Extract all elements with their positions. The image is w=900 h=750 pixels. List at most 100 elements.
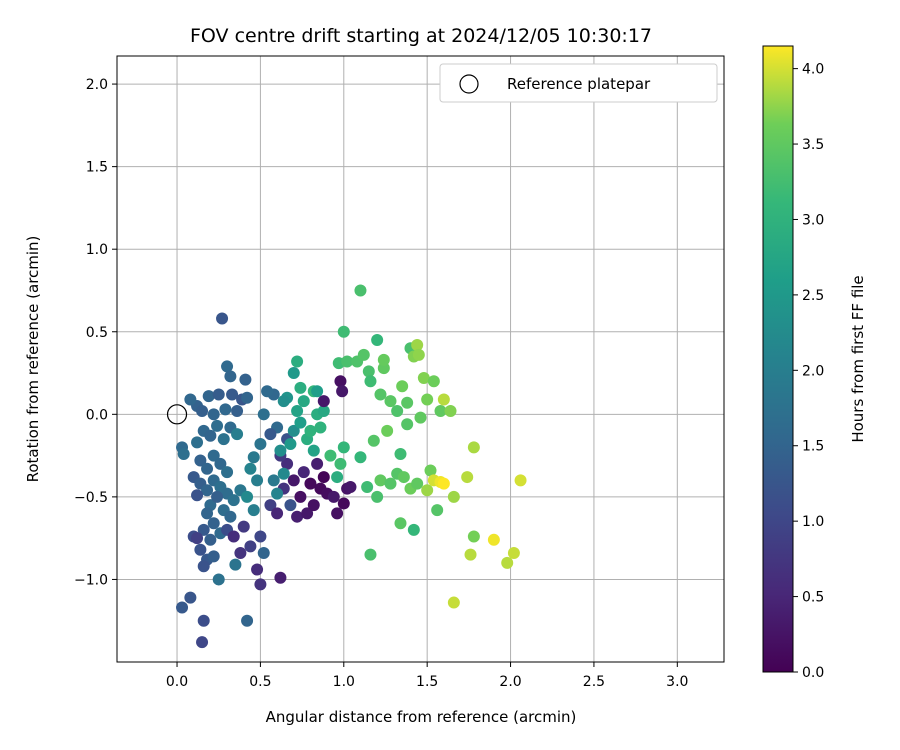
x-axis-label: Angular distance from reference (arcmin): [266, 708, 577, 726]
data-point: [437, 477, 450, 490]
data-point: [311, 385, 324, 398]
data-point: [241, 490, 254, 503]
y-tick-label: 1.0: [86, 242, 108, 258]
colorbar-tick-label: 0.5: [802, 590, 824, 606]
data-point: [444, 405, 457, 418]
data-point: [291, 510, 304, 523]
data-point: [301, 507, 314, 520]
data-point: [297, 395, 310, 408]
data-point: [307, 499, 320, 512]
data-point: [327, 490, 340, 503]
y-tick-label: 0.0: [86, 407, 108, 423]
data-points: [176, 284, 527, 649]
data-point: [297, 466, 310, 479]
data-point: [374, 474, 387, 487]
data-point: [284, 499, 297, 512]
colorbar-tick-label: 3.0: [802, 212, 824, 228]
data-point: [191, 436, 204, 449]
data-point: [217, 433, 230, 446]
data-point: [177, 447, 190, 460]
data-point: [211, 490, 224, 503]
data-point: [227, 494, 240, 507]
data-point: [324, 449, 337, 462]
data-point: [294, 381, 307, 394]
data-point: [437, 393, 450, 406]
data-point: [207, 449, 220, 462]
data-point: [337, 325, 350, 338]
data-point: [421, 393, 434, 406]
data-point: [227, 530, 240, 543]
data-point: [337, 497, 350, 510]
data-point: [501, 556, 514, 569]
data-point: [274, 444, 287, 457]
data-point: [361, 480, 374, 493]
colorbar-gradient: [762, 45, 794, 673]
data-point: [184, 591, 197, 604]
data-point: [219, 403, 232, 416]
data-point: [212, 388, 225, 401]
data-point: [384, 477, 397, 490]
colorbar: 0.0 0.5 1.0 1.5 2.0 2.5 3.0 3.5 4.0 Hours from f…: [762, 45, 867, 681]
data-point: [447, 490, 460, 503]
data-point: [396, 380, 409, 393]
data-point: [421, 484, 434, 497]
data-point: [412, 348, 425, 361]
x-tick-label: 2.0: [499, 674, 521, 690]
data-point: [194, 454, 207, 467]
data-point: [381, 424, 394, 437]
colorbar-tick-label: 0.0: [802, 665, 824, 681]
y-tick-label: 0.5: [86, 325, 108, 341]
data-point: [244, 540, 257, 553]
data-point: [207, 517, 220, 530]
data-point: [294, 416, 307, 429]
data-point: [354, 284, 367, 297]
data-point: [221, 360, 234, 373]
data-point: [176, 601, 189, 614]
data-point: [254, 578, 267, 591]
data-point: [311, 457, 324, 470]
data-point: [317, 405, 330, 418]
data-point: [241, 614, 254, 627]
data-point: [304, 477, 317, 490]
data-point: [371, 490, 384, 503]
data-point: [354, 451, 367, 464]
data-point: [334, 375, 347, 388]
data-point: [417, 371, 430, 384]
data-point: [201, 484, 214, 497]
y-tick-label: 1.5: [86, 160, 108, 176]
data-point: [207, 550, 220, 563]
data-point: [247, 451, 260, 464]
data-point: [231, 428, 244, 441]
data-point: [291, 405, 304, 418]
data-point: [267, 474, 280, 487]
data-point: [287, 367, 300, 380]
data-point: [221, 466, 234, 479]
y-tick-label: −1.0: [74, 572, 108, 588]
data-point: [197, 560, 210, 573]
x-axis-ticks: 0.0 0.5 1.0 1.5 2.0 2.5 3.0: [166, 662, 688, 690]
data-point: [204, 533, 217, 546]
data-point: [264, 428, 277, 441]
data-point: [391, 405, 404, 418]
data-point: [394, 447, 407, 460]
colorbar-tick-label: 4.0: [802, 62, 824, 78]
data-point: [257, 408, 270, 421]
y-axis-label: Rotation from reference (arcmin): [24, 236, 42, 483]
data-point: [411, 338, 424, 351]
colorbar-label: Hours from first FF file: [849, 275, 867, 442]
x-tick-label: 3.0: [666, 674, 688, 690]
data-point: [307, 444, 320, 457]
data-point: [239, 373, 252, 386]
data-point: [241, 391, 254, 404]
chart-title: FOV centre drift starting at 2024/12/05 …: [190, 25, 652, 47]
data-point: [204, 429, 217, 442]
data-point: [224, 510, 237, 523]
data-point: [514, 474, 527, 487]
data-point: [264, 499, 277, 512]
colorbar-tick-label: 2.0: [802, 363, 824, 379]
data-point: [244, 462, 257, 475]
data-point: [284, 438, 297, 451]
y-tick-label: −0.5: [74, 490, 108, 506]
data-point: [194, 543, 207, 556]
